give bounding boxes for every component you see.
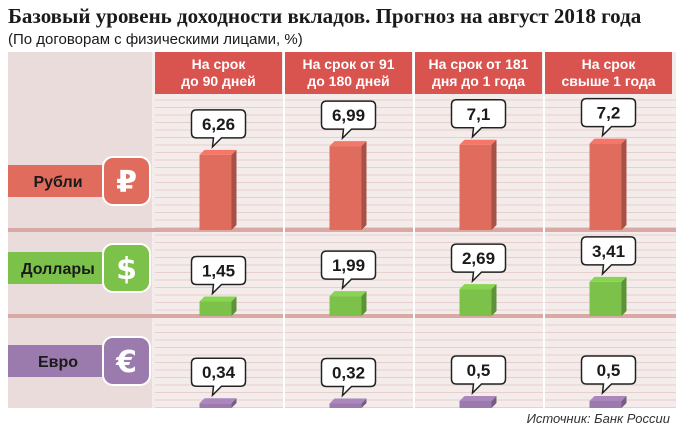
value-callout: [190, 109, 247, 149]
row-label-band: [8, 165, 108, 197]
currency-badge: [102, 336, 151, 386]
chart-subtitle: (По договорам с физическими лицами, %): [8, 31, 303, 48]
bar-top: [199, 149, 237, 155]
bar-side: [231, 149, 237, 230]
bar-top: [589, 138, 627, 144]
column-header-label: до 90 дней: [181, 73, 256, 89]
value-callout: [450, 355, 507, 396]
bar-side: [361, 291, 367, 316]
bar: [589, 281, 622, 316]
bar: [589, 143, 622, 230]
value-callout: [320, 357, 377, 398]
bar-side: [361, 141, 367, 230]
data-label: 1,45: [202, 262, 235, 281]
data-label: 6,99: [332, 106, 365, 125]
column-header-label: свыше 1 года: [561, 73, 655, 89]
currency-symbol-icon: ₽: [116, 165, 137, 200]
value-callout: [580, 355, 637, 396]
bar-side: [621, 396, 627, 408]
data-label: 1,99: [332, 256, 365, 275]
bar: [199, 403, 232, 408]
value-callout: [580, 236, 637, 276]
bar-top: [459, 396, 497, 401]
column-header-4: [545, 52, 672, 94]
bar-top: [589, 396, 627, 401]
bar: [459, 401, 492, 408]
data-label: 7,2: [597, 104, 621, 123]
value-callout: [450, 243, 507, 284]
column-header-1: [155, 52, 282, 94]
column-header-3: [415, 52, 542, 94]
row-label-band: [8, 345, 108, 377]
bar: [459, 144, 492, 230]
value-callout: [190, 357, 247, 398]
bar-side: [491, 139, 497, 230]
bar: [589, 401, 622, 408]
row-label: Доллары: [21, 261, 95, 278]
data-label: 6,26: [202, 115, 235, 134]
currency-badge: [102, 243, 151, 293]
column-header-label: На срок: [192, 56, 247, 72]
value-callout: [320, 250, 377, 291]
bar-side: [621, 138, 627, 230]
source-note: Источник: Банк России: [526, 411, 670, 426]
bar-top: [459, 284, 497, 290]
bar: [199, 154, 232, 230]
row-label-band: [8, 252, 108, 284]
value-callout: [320, 100, 377, 141]
data-label: 2,69: [462, 249, 495, 268]
bar-top: [329, 141, 367, 147]
bar-side: [231, 398, 237, 408]
row-label: Рубли: [33, 174, 82, 191]
currency-symbol-icon: €: [115, 345, 137, 380]
bar-top: [199, 398, 237, 404]
data-label: 0,5: [597, 361, 621, 380]
bar: [329, 403, 362, 408]
data-label: 7,1: [467, 105, 491, 124]
column-header-label: до 180 дней: [307, 73, 389, 89]
column-header-label: На срок: [582, 56, 637, 72]
bar: [329, 146, 362, 230]
bar-side: [621, 276, 627, 316]
bar: [459, 289, 492, 316]
data-label: 0,5: [467, 361, 491, 380]
currency-badge: [102, 156, 151, 206]
column-header-label: дня до 1 года: [432, 73, 525, 89]
chart-title: Базовый уровень доходности вкладов. Прог…: [8, 4, 642, 28]
bar-side: [491, 284, 497, 316]
bar-top: [459, 139, 497, 145]
data-label: 0,34: [202, 363, 236, 382]
value-callout: [580, 97, 637, 138]
column-header-label: На срок от 91: [302, 56, 394, 72]
currency-symbol-icon: $: [116, 252, 137, 287]
bar-top: [589, 276, 627, 282]
bar-top: [199, 296, 237, 302]
data-label: 0,32: [332, 364, 365, 383]
bar: [329, 296, 362, 316]
value-callout: [190, 255, 247, 296]
column-header-label: На срок от 181: [429, 56, 529, 72]
bar: [199, 301, 232, 316]
data-label: 3,41: [592, 242, 625, 261]
row-label: Евро: [38, 354, 78, 371]
bar-top: [329, 398, 367, 404]
bar-side: [361, 398, 367, 408]
column-header-2: [285, 52, 412, 94]
bar-top: [329, 291, 367, 297]
value-callout: [450, 99, 507, 139]
bar-side: [491, 396, 497, 408]
bar-side: [231, 296, 237, 316]
